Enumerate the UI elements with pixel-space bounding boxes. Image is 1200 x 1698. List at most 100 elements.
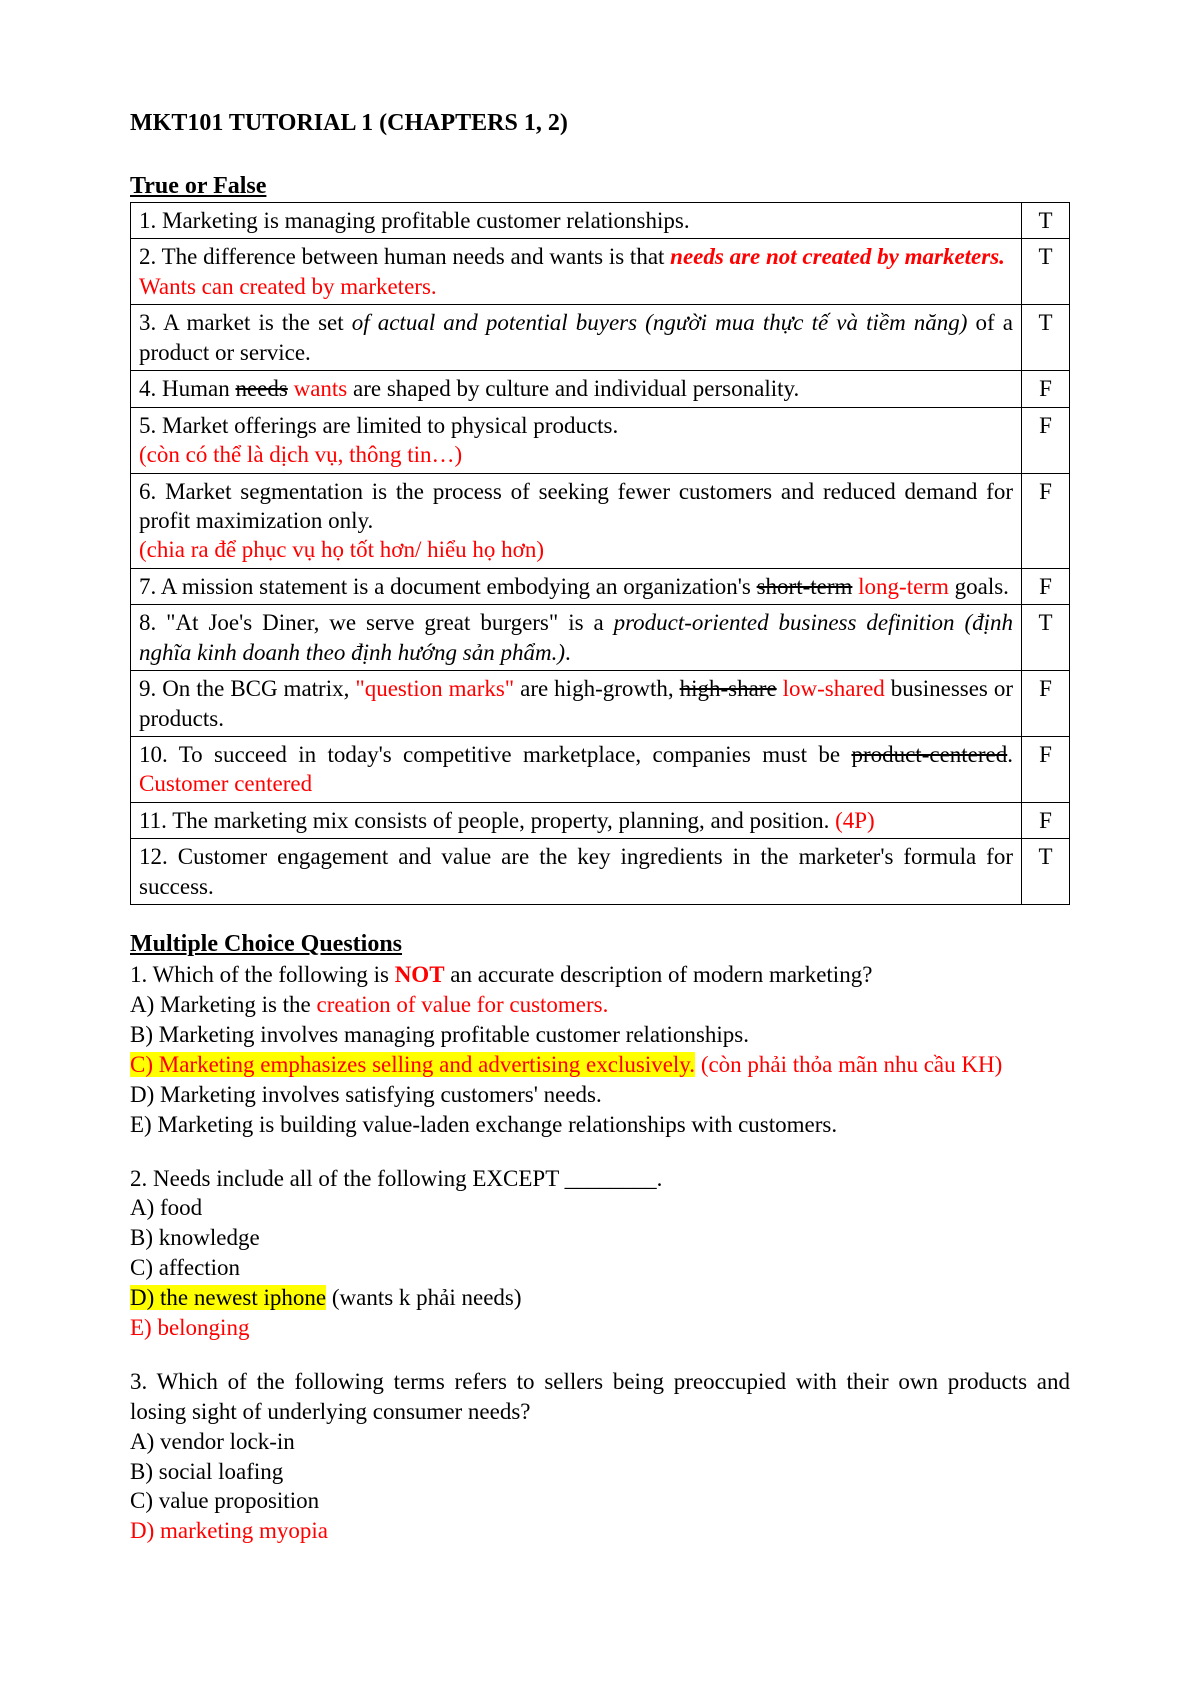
tf-text: are shaped by culture and individual per… bbox=[347, 376, 799, 401]
table-row: 11. The marketing mix consists of people… bbox=[131, 802, 1070, 838]
table-row: 8. "At Joe's Diner, we serve great burge… bbox=[131, 605, 1070, 671]
tf-cell: 9. On the BCG matrix, "question marks" a… bbox=[131, 671, 1022, 737]
tf-replacement: low-shared bbox=[777, 676, 885, 701]
table-row: 3. A market is the set of actual and pot… bbox=[131, 305, 1070, 371]
mcq-option: B) knowledge bbox=[130, 1223, 1070, 1253]
mcq-note: (còn phải thỏa mãn nhu cầu KH) bbox=[695, 1052, 1002, 1077]
tf-strike: high-share bbox=[680, 676, 777, 701]
mcq-red: creation of value for customers. bbox=[317, 992, 609, 1017]
mcq-text: 1. Which of the following is bbox=[130, 962, 395, 987]
tf-answer: T bbox=[1022, 203, 1070, 239]
tf-text: . bbox=[1007, 742, 1013, 767]
spacer bbox=[130, 1343, 1070, 1367]
tf-note: (còn có thể là dịch vụ, thông tin…) bbox=[139, 442, 462, 467]
tf-note: (4P) bbox=[829, 808, 874, 833]
true-false-heading: True or False bbox=[130, 173, 1070, 200]
table-row: 1. Marketing is managing profitable cust… bbox=[131, 203, 1070, 239]
tf-text: 2. The difference between human needs an… bbox=[139, 244, 670, 269]
tf-answer: F bbox=[1022, 371, 1070, 407]
tf-cell: 12. Customer engagement and value are th… bbox=[131, 839, 1022, 905]
tf-answer: T bbox=[1022, 605, 1070, 671]
page-title: MKT101 TUTORIAL 1 (CHAPTERS 1, 2) bbox=[130, 110, 1070, 137]
tf-strike: short-term bbox=[757, 574, 853, 599]
tf-emphasis: needs are not created by marketers. bbox=[670, 244, 1005, 269]
tf-text: 11. The marketing mix consists of people… bbox=[139, 808, 829, 833]
mcq-text: A) Marketing is the bbox=[130, 992, 317, 1017]
mcq-option: D) marketing myopia bbox=[130, 1516, 1070, 1546]
tf-answer: F bbox=[1022, 802, 1070, 838]
tf-text: 5. Market offerings are limited to physi… bbox=[139, 413, 618, 438]
mcq-not: NOT bbox=[395, 962, 445, 987]
mcq-option: C) Marketing emphasizes selling and adve… bbox=[130, 1050, 1070, 1080]
mcq-option: E) belonging bbox=[130, 1313, 1070, 1343]
mcq-text: an accurate description of modern market… bbox=[445, 962, 873, 987]
tf-italic: of actual and potential buyers (người mu… bbox=[352, 310, 968, 335]
tf-cell: 8. "At Joe's Diner, we serve great burge… bbox=[131, 605, 1022, 671]
tf-strike: needs bbox=[235, 376, 287, 401]
tf-answer: T bbox=[1022, 839, 1070, 905]
tf-text: . bbox=[565, 640, 571, 665]
tf-text: 6. Market segmentation is the process of… bbox=[139, 479, 1013, 533]
mcq-option: D) the newest iphone (wants k phải needs… bbox=[130, 1283, 1070, 1313]
table-row: 10. To succeed in today's competitive ma… bbox=[131, 737, 1070, 803]
tf-replacement: wants bbox=[288, 376, 347, 401]
mcq-stem: 2. Needs include all of the following EX… bbox=[130, 1164, 1070, 1194]
tf-answer: F bbox=[1022, 671, 1070, 737]
table-row: 9. On the BCG matrix, "question marks" a… bbox=[131, 671, 1070, 737]
tf-text: 8. "At Joe's Diner, we serve great burge… bbox=[139, 610, 614, 635]
mcq-note: (wants k phải needs) bbox=[326, 1285, 521, 1310]
table-row: 4. Human needs wants are shaped by cultu… bbox=[131, 371, 1070, 407]
tf-cell: 2. The difference between human needs an… bbox=[131, 239, 1022, 305]
mcq-option: A) food bbox=[130, 1193, 1070, 1223]
mcq-block: 1. Which of the following is NOT an accu… bbox=[130, 960, 1070, 1546]
spacer bbox=[130, 1140, 1070, 1164]
mcq-stem: 3. Which of the following terms refers t… bbox=[130, 1367, 1070, 1427]
mcq-highlight: D) the newest iphone bbox=[130, 1285, 326, 1310]
table-row: 12. Customer engagement and value are th… bbox=[131, 839, 1070, 905]
tf-cell: 11. The marketing mix consists of people… bbox=[131, 802, 1022, 838]
tf-cell: 7. A mission statement is a document emb… bbox=[131, 568, 1022, 604]
tf-answer: F bbox=[1022, 568, 1070, 604]
tf-quote: "question marks" bbox=[355, 676, 514, 701]
table-row: 2. The difference between human needs an… bbox=[131, 239, 1070, 305]
tf-replacement: Customer centered bbox=[139, 771, 312, 796]
tf-cell: 10. To succeed in today's competitive ma… bbox=[131, 737, 1022, 803]
tf-text: 3. A market is the set bbox=[139, 310, 352, 335]
mcq-option: A) vendor lock-in bbox=[130, 1427, 1070, 1457]
tf-answer: F bbox=[1022, 473, 1070, 568]
mcq-stem: 1. Which of the following is NOT an accu… bbox=[130, 960, 1070, 990]
table-row: 5. Market offerings are limited to physi… bbox=[131, 407, 1070, 473]
mcq-option: B) social loafing bbox=[130, 1457, 1070, 1487]
tf-note: Wants can created by marketers. bbox=[139, 274, 437, 299]
mcq-option: E) Marketing is building value-laden exc… bbox=[130, 1110, 1070, 1140]
page: MKT101 TUTORIAL 1 (CHAPTERS 1, 2) True o… bbox=[0, 0, 1200, 1698]
tf-text: 7. A mission statement is a document emb… bbox=[139, 574, 757, 599]
tf-replacement: long-term bbox=[852, 574, 948, 599]
mcq-option: D) Marketing involves satisfying custome… bbox=[130, 1080, 1070, 1110]
mcq-option: A) Marketing is the creation of value fo… bbox=[130, 990, 1070, 1020]
mcq-option: C) value proposition bbox=[130, 1486, 1070, 1516]
mcq-highlight: C) Marketing emphasizes selling and adve… bbox=[130, 1052, 695, 1077]
tf-cell: 3. A market is the set of actual and pot… bbox=[131, 305, 1022, 371]
mcq-heading: Multiple Choice Questions bbox=[130, 931, 1070, 958]
tf-cell: 6. Market segmentation is the process of… bbox=[131, 473, 1022, 568]
table-row: 7. A mission statement is a document emb… bbox=[131, 568, 1070, 604]
mcq-option: B) Marketing involves managing profitabl… bbox=[130, 1020, 1070, 1050]
tf-text: 10. To succeed in today's competitive ma… bbox=[139, 742, 851, 767]
true-false-table: 1. Marketing is managing profitable cust… bbox=[130, 202, 1070, 905]
tf-note: (chia ra để phục vụ họ tốt hơn/ hiểu họ … bbox=[139, 537, 544, 562]
tf-answer: T bbox=[1022, 305, 1070, 371]
table-row: 6. Market segmentation is the process of… bbox=[131, 473, 1070, 568]
tf-cell: 5. Market offerings are limited to physi… bbox=[131, 407, 1022, 473]
tf-text: goals. bbox=[949, 574, 1009, 599]
tf-answer: F bbox=[1022, 407, 1070, 473]
tf-text: 9. On the BCG matrix, bbox=[139, 676, 355, 701]
tf-answer: F bbox=[1022, 737, 1070, 803]
tf-text: 4. Human bbox=[139, 376, 235, 401]
tf-cell: 1. Marketing is managing profitable cust… bbox=[131, 203, 1022, 239]
mcq-option: C) affection bbox=[130, 1253, 1070, 1283]
tf-strike: product-centered bbox=[851, 742, 1007, 767]
tf-cell: 4. Human needs wants are shaped by cultu… bbox=[131, 371, 1022, 407]
tf-answer: T bbox=[1022, 239, 1070, 305]
tf-text: are high-growth, bbox=[514, 676, 679, 701]
